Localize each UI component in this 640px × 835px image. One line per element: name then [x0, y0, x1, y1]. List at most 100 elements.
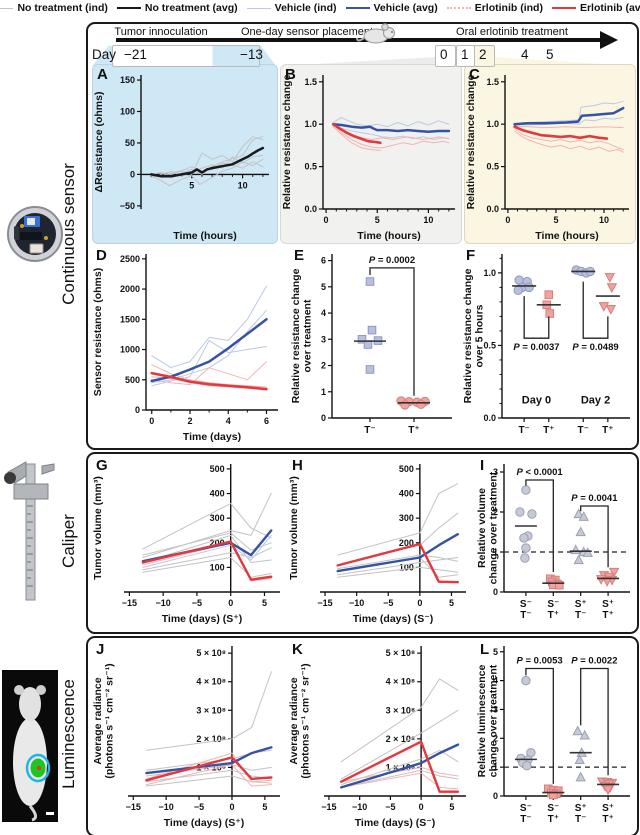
day-1: 1: [461, 47, 469, 62]
legend: No treatment (ind) No treatment (avg) Vehi…: [0, 2, 640, 14]
svg-text:−15: −15: [321, 802, 336, 812]
svg-text:0: 0: [493, 791, 498, 801]
legend-label: Vehicle (avg): [373, 2, 438, 14]
svg-text:150: 150: [120, 75, 135, 85]
svg-text:T⁺: T⁺: [602, 610, 613, 621]
panel-letter-L: L: [480, 641, 490, 658]
svg-text:0: 0: [419, 802, 424, 812]
svg-text:4: 4: [493, 676, 498, 686]
svg-text:Time (days) (S⁻): Time (days) (S⁻): [355, 817, 436, 829]
svg-text:Relative luminescence: Relative luminescence: [476, 665, 488, 778]
svg-text:0: 0: [417, 598, 422, 608]
svg-text:10: 10: [599, 215, 609, 225]
legend-item: Vehicle (avg): [345, 2, 438, 14]
section-label-luminescence: Luminescence: [59, 679, 78, 789]
svg-text:Relative resistance change: Relative resistance change: [462, 268, 474, 403]
svg-text:Time (days): Time (days): [183, 431, 241, 443]
legend-label: Erlotinib (ind): [474, 2, 543, 14]
panel-A: A −50 0 50 100 150 5 10 Time (hours) ΔResistance …: [92, 64, 278, 244]
legend-label: Vehicle (ind): [274, 2, 337, 14]
mouse-icon: [356, 23, 395, 44]
svg-text:Tumor volume (mm³): Tumor volume (mm³): [92, 476, 104, 580]
svg-text:0: 0: [493, 587, 498, 597]
panel-L: L 0 1 2 3 4 5 S⁻ T⁻ S⁻ T⁺ S⁺ T⁻ S⁺ T⁺ P = 0.0053 P = 0.0…: [476, 640, 634, 830]
svg-text:3: 3: [493, 467, 498, 477]
day-0: 0: [440, 47, 448, 62]
caliper-section-box: [86, 452, 639, 634]
callout-day0: [280, 57, 460, 66]
timeline-arrowhead-icon: [600, 31, 618, 49]
svg-text:Day 2: Day 2: [581, 394, 610, 406]
panel-K: K 1 × 10⁸ 2 × 10⁸ 3 × 10⁸ 4 × 10⁸ 5 × 10⁸ −15 −…: [288, 640, 472, 830]
day-minus21: −21: [124, 47, 147, 62]
svg-text:P = 0.0053: P = 0.0053: [516, 656, 562, 667]
svg-text:Average radiance: Average radiance: [92, 677, 104, 764]
svg-text:1: 1: [493, 762, 498, 772]
legend-label: No treatment (ind): [17, 2, 108, 14]
svg-text:5: 5: [553, 215, 558, 225]
svg-text:5 × 10⁸: 5 × 10⁸: [196, 648, 226, 658]
legend-item: No treatment (ind): [0, 2, 108, 14]
svg-text:S⁺: S⁺: [602, 599, 614, 610]
legend-label: Erlotinib (avg): [579, 2, 640, 14]
svg-text:5: 5: [449, 598, 454, 608]
svg-text:1.0: 1.0: [486, 119, 499, 129]
svg-text:over treatment: over treatment: [302, 299, 314, 372]
svg-text:P = 0.0022: P = 0.0022: [571, 656, 617, 667]
svg-text:−15: −15: [126, 802, 141, 812]
svg-text:5: 5: [262, 802, 267, 812]
panel-letter-H: H: [292, 457, 303, 474]
svg-text:S⁻: S⁻: [520, 599, 532, 610]
svg-text:0: 0: [229, 802, 234, 812]
svg-text:5 × 10⁸: 5 × 10⁸: [386, 648, 416, 658]
svg-text:T⁺: T⁺: [602, 814, 613, 825]
svg-text:3: 3: [493, 704, 498, 714]
panel-letter-F: F: [466, 247, 476, 264]
svg-text:2: 2: [493, 507, 498, 517]
svg-text:3 × 10⁸: 3 × 10⁸: [196, 705, 226, 715]
day0-box: [435, 45, 456, 67]
svg-text:T⁺: T⁺: [602, 425, 613, 436]
svg-text:P = 0.0489: P = 0.0489: [572, 342, 618, 353]
svg-text:300: 300: [210, 513, 225, 523]
panel-F: F 0.0 0.5 1.0 T⁻ T⁺ T⁻ T⁺ P = 0.0037 P = 0.0489 Da…: [462, 246, 634, 444]
svg-text:10: 10: [238, 180, 248, 190]
svg-text:2: 2: [493, 733, 498, 743]
svg-text:T⁻: T⁻: [520, 814, 531, 825]
day-label: Day: [92, 47, 117, 62]
svg-text:6: 6: [321, 256, 326, 266]
svg-text:0: 0: [130, 169, 135, 179]
svg-text:500: 500: [399, 464, 414, 474]
svg-text:100: 100: [399, 562, 414, 572]
svg-text:6: 6: [264, 416, 269, 426]
panel-letter-A: A: [97, 66, 108, 83]
svg-text:100: 100: [120, 106, 135, 116]
svg-text:1.0: 1.0: [483, 268, 496, 278]
legend-swatch: [116, 7, 141, 9]
svg-text:Time (hours): Time (hours): [535, 230, 598, 242]
svg-text:change over treatment: change over treatment: [488, 664, 500, 777]
svg-text:S⁻: S⁻: [520, 803, 532, 814]
svg-text:1.0: 1.0: [304, 119, 317, 129]
timeline-event-erlotinib-treatment: Oral erlotinib treatment: [456, 26, 568, 38]
svg-text:−5: −5: [383, 598, 393, 608]
svg-text:3: 3: [321, 334, 326, 344]
svg-text:5: 5: [375, 215, 380, 225]
svg-text:S⁻: S⁻: [547, 599, 559, 610]
svg-text:4 × 10⁸: 4 × 10⁸: [386, 677, 416, 687]
legend-item: Erlotinib (ind): [446, 2, 543, 14]
panel-B: B 0.0 0.5 1.0 1.5 0 5 10 Time (hours) Relative re…: [280, 64, 462, 244]
svg-text:Time (hours): Time (hours): [357, 230, 420, 242]
svg-text:−10: −10: [352, 802, 367, 812]
svg-text:T⁻: T⁻: [575, 814, 586, 825]
caliper-image: [4, 461, 55, 601]
day2-box: [474, 45, 495, 67]
day-4: 4: [521, 47, 529, 62]
svg-text:ΔResistance (ohms): ΔResistance (ohms): [93, 92, 105, 193]
svg-text:T⁻: T⁻: [578, 425, 589, 436]
svg-text:500: 500: [210, 464, 225, 474]
legend-item: Vehicle (ind): [246, 2, 337, 14]
svg-text:T⁺: T⁺: [408, 425, 419, 436]
panel-D: D 0 500 1000 1500 2000 2500 0 2 4 6 Time (days) Sens…: [92, 246, 286, 444]
